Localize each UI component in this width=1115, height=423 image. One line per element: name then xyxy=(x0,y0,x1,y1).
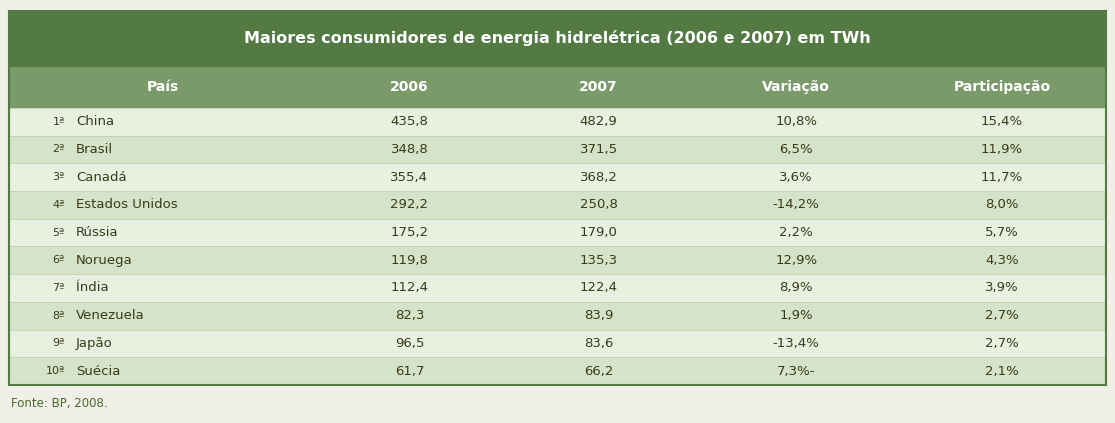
Text: China: China xyxy=(76,115,114,128)
Text: 83,6: 83,6 xyxy=(584,337,613,350)
Text: 179,0: 179,0 xyxy=(580,226,618,239)
Text: 2,7%: 2,7% xyxy=(985,309,1019,322)
Text: 435,8: 435,8 xyxy=(390,115,428,128)
Text: 66,2: 66,2 xyxy=(584,365,613,378)
FancyBboxPatch shape xyxy=(9,357,1106,385)
FancyBboxPatch shape xyxy=(9,330,1106,357)
FancyBboxPatch shape xyxy=(9,274,1106,302)
Text: 7ª: 7ª xyxy=(52,283,65,293)
Text: 12,9%: 12,9% xyxy=(775,254,817,267)
Text: 1ª: 1ª xyxy=(52,117,65,127)
Text: Canadá: Canadá xyxy=(76,170,127,184)
Text: 5,7%: 5,7% xyxy=(985,226,1019,239)
Text: Venezuela: Venezuela xyxy=(76,309,145,322)
FancyBboxPatch shape xyxy=(9,219,1106,246)
Text: Estados Unidos: Estados Unidos xyxy=(76,198,177,212)
Text: Suécia: Suécia xyxy=(76,365,120,378)
Text: 2ª: 2ª xyxy=(52,144,65,154)
Text: 9ª: 9ª xyxy=(52,338,65,349)
Text: Índia: Índia xyxy=(76,281,108,294)
Text: 7,3%-: 7,3%- xyxy=(777,365,815,378)
Text: 2,2%: 2,2% xyxy=(779,226,813,239)
Text: Japão: Japão xyxy=(76,337,113,350)
FancyBboxPatch shape xyxy=(9,11,1106,66)
Text: 112,4: 112,4 xyxy=(390,281,428,294)
Text: País: País xyxy=(146,80,178,94)
Text: 15,4%: 15,4% xyxy=(981,115,1022,128)
Text: 250,8: 250,8 xyxy=(580,198,618,212)
FancyBboxPatch shape xyxy=(9,163,1106,191)
Text: 355,4: 355,4 xyxy=(390,170,428,184)
FancyBboxPatch shape xyxy=(9,135,1106,163)
FancyBboxPatch shape xyxy=(9,191,1106,219)
Text: 119,8: 119,8 xyxy=(390,254,428,267)
Text: 122,4: 122,4 xyxy=(580,281,618,294)
Text: 2006: 2006 xyxy=(390,80,428,94)
Text: 11,9%: 11,9% xyxy=(981,143,1022,156)
FancyBboxPatch shape xyxy=(9,66,1106,108)
FancyBboxPatch shape xyxy=(9,108,1106,135)
Text: 175,2: 175,2 xyxy=(390,226,428,239)
Text: 2,1%: 2,1% xyxy=(985,365,1019,378)
Text: 83,9: 83,9 xyxy=(584,309,613,322)
Text: 82,3: 82,3 xyxy=(395,309,424,322)
Text: 3ª: 3ª xyxy=(52,172,65,182)
Text: Fonte: BP, 2008.: Fonte: BP, 2008. xyxy=(11,398,108,410)
Text: 348,8: 348,8 xyxy=(390,143,428,156)
Text: 2007: 2007 xyxy=(580,80,618,94)
Text: 482,9: 482,9 xyxy=(580,115,618,128)
Text: 11,7%: 11,7% xyxy=(981,170,1022,184)
Text: Maiores consumidores de energia hidrelétrica (2006 e 2007) em TWh: Maiores consumidores de energia hidrelét… xyxy=(244,30,871,46)
Text: 135,3: 135,3 xyxy=(580,254,618,267)
Text: 368,2: 368,2 xyxy=(580,170,618,184)
Text: Noruega: Noruega xyxy=(76,254,133,267)
Text: Participação: Participação xyxy=(953,80,1050,94)
FancyBboxPatch shape xyxy=(9,302,1106,330)
Text: 4ª: 4ª xyxy=(52,200,65,210)
Text: 96,5: 96,5 xyxy=(395,337,424,350)
Text: 6ª: 6ª xyxy=(52,255,65,265)
Text: 8,0%: 8,0% xyxy=(985,198,1019,212)
Text: 6,5%: 6,5% xyxy=(779,143,813,156)
Text: Rússia: Rússia xyxy=(76,226,118,239)
Text: -13,4%: -13,4% xyxy=(773,337,820,350)
Text: 8ª: 8ª xyxy=(52,310,65,321)
Text: 3,6%: 3,6% xyxy=(779,170,813,184)
Text: 292,2: 292,2 xyxy=(390,198,428,212)
Text: 61,7: 61,7 xyxy=(395,365,424,378)
Text: Variação: Variação xyxy=(763,80,830,94)
Text: Brasil: Brasil xyxy=(76,143,113,156)
FancyBboxPatch shape xyxy=(9,246,1106,274)
Text: 4,3%: 4,3% xyxy=(985,254,1019,267)
Text: 371,5: 371,5 xyxy=(580,143,618,156)
Text: 3,9%: 3,9% xyxy=(985,281,1019,294)
Text: 2,7%: 2,7% xyxy=(985,337,1019,350)
Text: 1,9%: 1,9% xyxy=(779,309,813,322)
Text: 10ª: 10ª xyxy=(46,366,65,376)
Text: 5ª: 5ª xyxy=(52,228,65,238)
Text: 8,9%: 8,9% xyxy=(779,281,813,294)
Text: 10,8%: 10,8% xyxy=(775,115,817,128)
Text: -14,2%: -14,2% xyxy=(773,198,820,212)
